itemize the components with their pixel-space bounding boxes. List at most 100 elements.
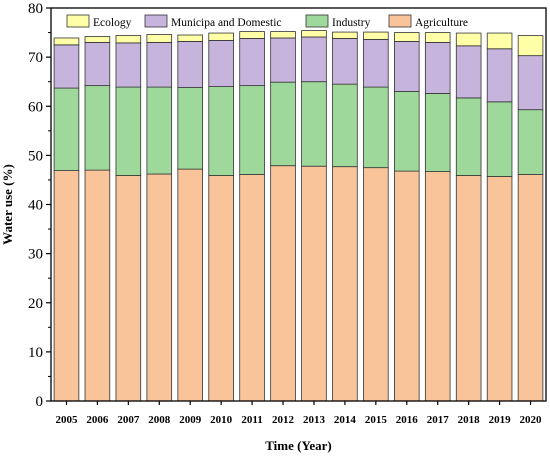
legend-swatch-industry <box>305 14 329 28</box>
x-tick-label: 2020 <box>520 414 543 426</box>
bar-segment-agriculture-2016 <box>394 170 420 402</box>
x-tick-label: 2013 <box>303 414 326 426</box>
bar-segment-ecology-2012 <box>270 31 296 39</box>
bar-segment-industry-2018 <box>455 97 482 176</box>
bar-segment-industry-2012 <box>270 81 296 167</box>
x-tick-label: 2010 <box>210 414 233 426</box>
bar-segment-municipa-and-domestic-2018 <box>455 45 482 99</box>
x-tick-label: 2014 <box>334 414 357 426</box>
bar-segment-agriculture-2010 <box>208 175 234 402</box>
x-axis-title: Time (Year) <box>265 438 332 453</box>
plot-frame <box>50 7 547 402</box>
x-tick-label: 2015 <box>365 414 388 426</box>
bar-segment-agriculture-2017 <box>424 171 451 402</box>
bar-segment-agriculture-2020 <box>517 174 544 402</box>
bar-segment-municipa-and-domestic-2014 <box>332 38 358 85</box>
x-tick-label: 2006 <box>86 414 109 426</box>
bar-segment-municipa-and-domestic-2020 <box>517 55 544 111</box>
bar-segment-ecology-2017 <box>424 32 451 43</box>
legend-label-municipa-and-domestic: Municipa and Domestic <box>171 17 282 29</box>
bar-segment-ecology-2014 <box>332 31 358 39</box>
y-tick-label: 0 <box>36 394 44 410</box>
bar-segment-ecology-2020 <box>517 35 544 57</box>
y-tick-label: 30 <box>28 247 43 263</box>
bar-segment-agriculture-2013 <box>301 165 327 402</box>
bar-segment-ecology-2015 <box>363 31 389 40</box>
x-tick-label: 2018 <box>458 414 481 426</box>
bar-segment-municipa-and-domestic-2006 <box>84 41 111 87</box>
bar-segment-industry-2019 <box>486 101 513 177</box>
bar-segment-agriculture-2019 <box>486 176 513 402</box>
y-tick-label: 80 <box>28 1 43 17</box>
y-tick-label: 10 <box>28 345 43 361</box>
bar-segment-agriculture-2011 <box>239 174 265 402</box>
bar-segment-municipa-and-domestic-2008 <box>146 41 173 88</box>
bar-segment-industry-2014 <box>332 83 358 168</box>
bar-segment-ecology-2007 <box>115 35 142 44</box>
x-tick-label: 2005 <box>55 414 78 426</box>
x-axis: 2005 2006 2007 2008 2009 2010 2011 2012 2013 2014… <box>55 401 542 426</box>
bar-segment-agriculture-2009 <box>177 168 203 402</box>
bar-segment-industry-2015 <box>363 86 389 169</box>
bars-layer <box>53 30 544 402</box>
bar-segment-industry-2008 <box>146 86 173 175</box>
bar-segment-industry-2016 <box>394 91 420 172</box>
bar-segment-ecology-2019 <box>486 32 513 50</box>
bar-segment-ecology-2016 <box>394 32 420 42</box>
bar-segment-municipa-and-domestic-2016 <box>394 41 420 92</box>
legend-label-agriculture: Agriculture <box>415 17 468 29</box>
x-tick-label: 2007 <box>117 414 140 426</box>
bar-segment-ecology-2009 <box>177 34 203 42</box>
bar-segment-agriculture-2008 <box>146 173 173 402</box>
bar-segment-municipa-and-domestic-2013 <box>301 36 327 83</box>
bar-segment-industry-2011 <box>239 85 265 175</box>
bar-segment-municipa-and-domestic-2005 <box>53 44 80 89</box>
legend-swatch-ecology <box>66 14 90 28</box>
bar-segment-agriculture-2007 <box>115 175 142 402</box>
legend-swatch-municipa-and-domestic <box>144 14 168 28</box>
bar-segment-agriculture-2012 <box>270 165 296 402</box>
bar-segment-agriculture-2005 <box>53 170 80 402</box>
legend: Ecology Municipa and Domestic Industry Agri… <box>66 14 468 29</box>
y-axis-title: Water use (%) <box>0 164 15 245</box>
bar-segment-ecology-2018 <box>455 32 482 47</box>
y-tick-label: 60 <box>28 99 43 115</box>
y-axis: 0 10 20 30 40 50 60 70 80 <box>28 1 51 410</box>
bar-segment-industry-2010 <box>208 86 234 176</box>
x-tick-label: 2016 <box>396 414 419 426</box>
bar-segment-municipa-and-domestic-2007 <box>115 42 142 88</box>
bar-segment-ecology-2005 <box>53 37 80 46</box>
bar-segment-municipa-and-domestic-2015 <box>363 39 389 88</box>
bar-segment-ecology-2008 <box>146 34 173 43</box>
bar-segment-industry-2020 <box>517 109 544 175</box>
bar-segment-agriculture-2015 <box>363 167 389 402</box>
bar-segment-industry-2013 <box>301 81 327 167</box>
x-tick-label: 2009 <box>179 414 202 426</box>
bar-segment-ecology-2013 <box>301 30 327 38</box>
x-tick-label: 2019 <box>489 414 512 426</box>
bar-segment-agriculture-2014 <box>332 166 358 402</box>
x-tick-label: 2011 <box>241 414 262 426</box>
legend-label-ecology: Ecology <box>93 17 132 29</box>
bar-segment-industry-2007 <box>115 86 142 176</box>
bar-segment-ecology-2011 <box>239 31 265 39</box>
bar-segment-municipa-and-domestic-2009 <box>177 41 203 88</box>
bar-segment-municipa-and-domestic-2017 <box>424 41 451 94</box>
bar-segment-industry-2006 <box>84 85 111 171</box>
legend-swatch-agriculture <box>388 14 412 28</box>
y-tick-label: 40 <box>28 198 43 214</box>
x-tick-label: 2012 <box>272 414 295 426</box>
x-tick-label: 2017 <box>427 414 450 426</box>
bar-segment-industry-2017 <box>424 93 451 172</box>
bar-segment-agriculture-2018 <box>455 175 482 402</box>
bar-segment-industry-2009 <box>177 87 203 170</box>
bar-segment-industry-2005 <box>53 87 80 172</box>
bar-segment-municipa-and-domestic-2019 <box>486 48 513 103</box>
y-tick-label: 50 <box>28 148 43 164</box>
bar-segment-ecology-2006 <box>84 36 111 43</box>
y-tick-label: 20 <box>28 296 43 312</box>
bar-segment-municipa-and-domestic-2012 <box>270 37 296 83</box>
x-tick-label: 2008 <box>148 414 171 426</box>
bar-segment-municipa-and-domestic-2010 <box>208 40 234 88</box>
